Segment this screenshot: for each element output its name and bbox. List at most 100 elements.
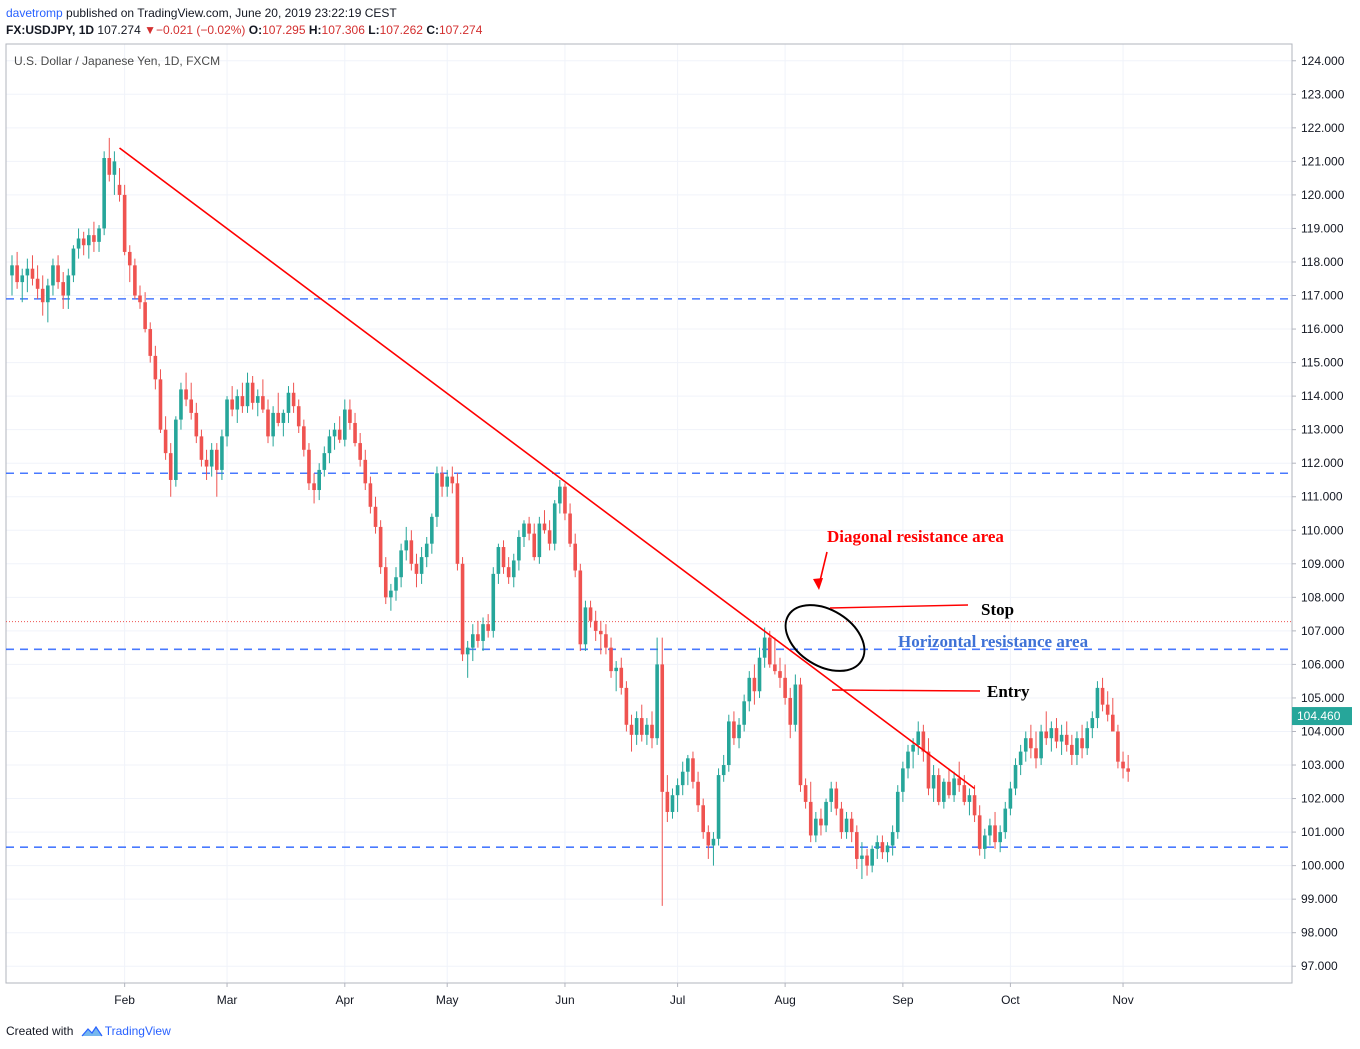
candle-body [803, 785, 808, 802]
candle-body [752, 677, 757, 692]
candle-body [1095, 687, 1100, 719]
created-with-text: Created with [6, 1024, 74, 1038]
last-value: 107.274 [97, 23, 141, 37]
candle-body [942, 781, 946, 802]
candle-body [639, 718, 644, 735]
open-label: O: [248, 23, 263, 37]
candle-body [773, 664, 777, 672]
candle-body [163, 429, 168, 454]
candle-body [691, 758, 695, 782]
candle-body [220, 436, 224, 470]
candle-body [30, 268, 35, 279]
candle-body [414, 563, 419, 574]
tradingview-brand-link[interactable]: TradingView [104, 1024, 171, 1038]
candle-body [634, 718, 639, 735]
candle-body [102, 158, 106, 229]
price-tick-label: 112.000 [1301, 456, 1344, 470]
candle-body [255, 396, 260, 403]
candle-body [389, 590, 393, 598]
candle-body [977, 815, 982, 849]
diagonal-resistance-line [119, 147, 976, 790]
candle-body [337, 429, 342, 440]
candle-body [599, 630, 603, 635]
candle-body [578, 570, 583, 645]
candle-body [332, 429, 337, 437]
candle-body [860, 855, 864, 859]
candle-body [373, 506, 378, 527]
candle-body [327, 436, 332, 454]
candle-body [71, 248, 76, 276]
candle-body [194, 412, 199, 437]
candle-body [875, 842, 880, 849]
price-tick-label: 124.000 [1301, 54, 1345, 68]
candle-body [645, 724, 649, 735]
price-tick-label: 106.000 [1301, 657, 1345, 671]
candle-body [317, 469, 321, 491]
low-value: 107.262 [379, 23, 423, 37]
candle-body [1013, 765, 1018, 789]
candle-body [1054, 728, 1059, 742]
candle-body [281, 412, 286, 423]
time-axis[interactable]: Feb Mar Apr May Jun Jul Aug Sep Oct Nov [114, 983, 1134, 1007]
low-label: L: [368, 23, 380, 37]
open-value: 107.295 [262, 23, 306, 37]
time-tick-label: May [436, 993, 459, 1007]
time-tick-label: Sep [892, 993, 914, 1007]
candle-body [983, 835, 987, 849]
candle-body [808, 801, 813, 836]
candle-body [307, 449, 311, 484]
candle-body [506, 567, 511, 578]
candle-body [1111, 714, 1115, 732]
candle-body [742, 701, 746, 725]
trendline[interactable] [119, 147, 976, 790]
candle-body [501, 547, 506, 568]
candle-body [1049, 728, 1054, 739]
candle-body [296, 406, 301, 427]
price-tick-label: 121.000 [1301, 154, 1345, 168]
candle-body [588, 607, 593, 621]
candle-body [378, 526, 383, 568]
candle-body [665, 791, 670, 812]
candle-body [450, 476, 455, 484]
candle-body [302, 426, 306, 450]
candle-body [1039, 731, 1043, 759]
time-tick-label: Nov [1112, 993, 1133, 1007]
candle-body [972, 795, 977, 816]
candle-body [230, 399, 234, 410]
author-link[interactable]: davetromp [6, 6, 63, 20]
candle-body [127, 251, 132, 266]
candle-body [209, 449, 214, 467]
price-axis[interactable]: 97.000 98.000 99.000 100.000 101.000 102.000 1… [1292, 54, 1352, 973]
candle-body [225, 399, 229, 437]
candle-body [542, 523, 547, 531]
candle-body [148, 329, 153, 356]
candle-body [1008, 788, 1013, 809]
horizontal-levels [6, 298, 1292, 848]
annotation-stop: Stop [981, 600, 1014, 619]
candle-body [10, 265, 14, 276]
price-tick-label: 98.000 [1301, 926, 1338, 940]
candle-body [1018, 751, 1023, 766]
candle-body [947, 781, 951, 796]
candle-body [880, 842, 885, 853]
candle-body [988, 825, 992, 836]
candle-body [957, 778, 961, 786]
candle-body [158, 379, 163, 430]
candle-body [476, 634, 480, 641]
candle-body [573, 543, 577, 571]
candle-body [737, 724, 741, 739]
candle-body [732, 721, 736, 739]
symbol-name[interactable]: FX:USDJPY [6, 23, 73, 37]
candle-body [522, 523, 526, 537]
candles [10, 137, 1130, 906]
candle-body [1100, 687, 1105, 705]
candle-body [399, 550, 403, 578]
candle-body [87, 235, 91, 246]
candle-body [143, 302, 147, 330]
candle-body [1070, 744, 1074, 755]
candle-body [1126, 768, 1130, 772]
candle-body [419, 557, 424, 574]
candle-body [122, 194, 127, 252]
candle-body [814, 818, 818, 836]
